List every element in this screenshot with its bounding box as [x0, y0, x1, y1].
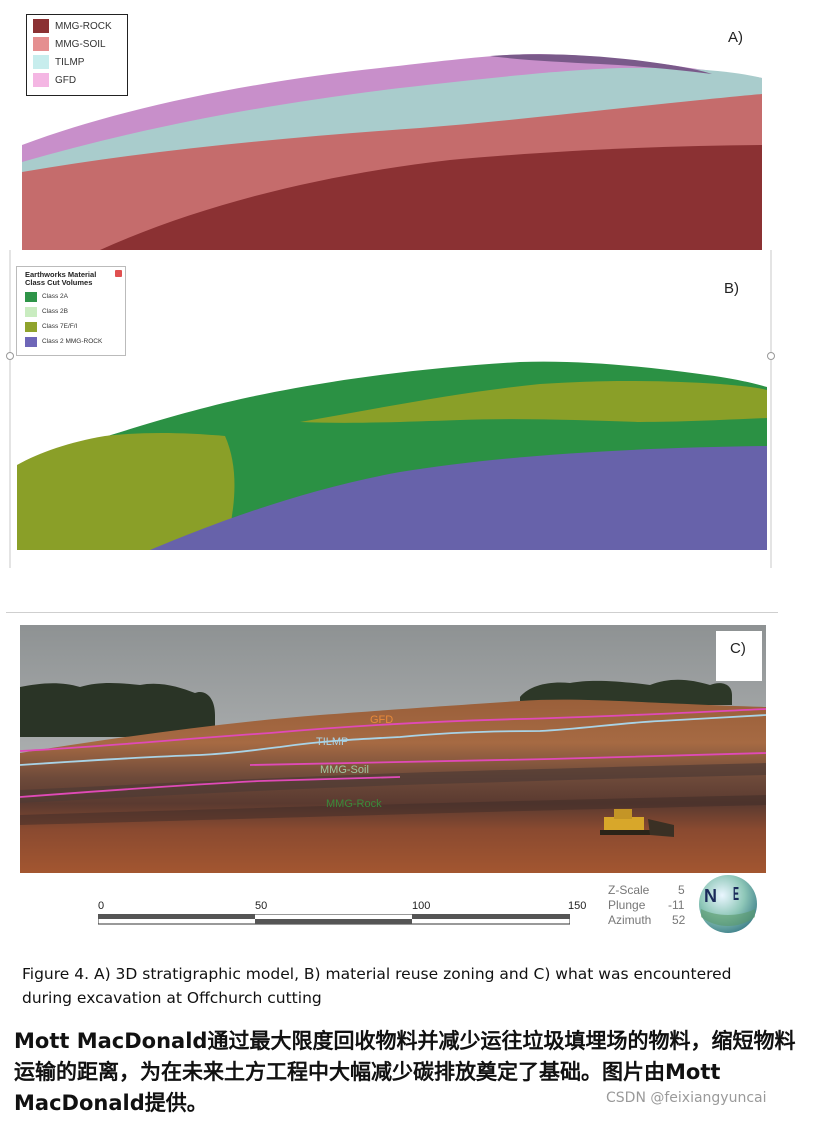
legend-item: GFD: [27, 71, 127, 89]
legend-item: Class 2 MMG-ROCK: [17, 334, 125, 349]
legend-label: Class 2B: [42, 308, 69, 315]
z-scale-label: Z-Scale: [608, 883, 650, 897]
legend-swatch: [33, 37, 49, 51]
chinese-caption: Mott MacDonald通过最大限度回收物料并减少运往垃圾填埋场的物料，缩短…: [14, 1029, 796, 1115]
compass-globe-icon: [699, 875, 757, 933]
legend-swatch: [25, 291, 37, 302]
legend-label: GFD: [55, 74, 77, 86]
plunge-label: Plunge: [608, 898, 646, 912]
panel-a-legend: MMG-ROCK MMG-SOIL TILMP GFD: [26, 14, 128, 96]
compass-letter-e: E: [733, 884, 740, 904]
stratigraphic-model-panel: [22, 54, 762, 250]
legend-item: MMG-ROCK: [27, 17, 127, 35]
panel-c-label: C): [730, 640, 746, 657]
legend-label: Class 2 MMG-ROCK: [42, 338, 103, 345]
zone-class-2-mmg-rock: [150, 446, 767, 550]
excavation-photo: [20, 625, 766, 873]
azimuth-label: Azimuth: [608, 913, 652, 927]
panel-b-legend: Earthworks Material Class Cut Volumes Cl…: [16, 266, 126, 356]
boundary-line-tilmp: [20, 714, 766, 766]
legend-item: MMG-SOIL: [27, 35, 127, 53]
panel-c-label-box: [716, 631, 762, 681]
tree-line-left: [20, 683, 215, 737]
photo-label-mmg-soil: MMG-Soil: [320, 764, 369, 776]
legend-swatch: [33, 55, 49, 69]
layer-mmg-rock: [100, 145, 762, 250]
scale-tick-100: 100: [412, 900, 431, 912]
legend-swatch: [25, 306, 37, 317]
scale-tick-0: 0: [98, 900, 105, 912]
zone-class-7efi-left: [17, 433, 235, 550]
zone-class-7efi-upper: [300, 381, 767, 423]
photo-label-tilmp: TILMP: [316, 736, 349, 748]
legend-close-icon[interactable]: [115, 270, 122, 277]
legend-label: Class 7E/F/I: [42, 323, 78, 330]
boundary-line-mmg-soil: [249, 752, 766, 766]
plunge-value: -11: [668, 898, 685, 912]
scale-tick-50: 50: [255, 900, 268, 912]
legend-label: Class 2A: [42, 293, 69, 300]
tree-line-right: [520, 679, 732, 705]
figure-caption: Figure 4. A) 3D stratigraphic model, B) …: [22, 965, 732, 1007]
legend-swatch: [33, 19, 49, 33]
bulldozer: [600, 809, 674, 837]
legend-swatch: [33, 73, 49, 87]
legend-swatch: [25, 336, 37, 347]
boundary-line-mmg-rock: [20, 776, 401, 798]
azimuth-value: 52: [672, 913, 686, 927]
excavated-slope: [20, 699, 766, 873]
panel-separator: [6, 612, 778, 613]
legend-label: MMG-ROCK: [55, 20, 112, 32]
legend-item: Class 2B: [17, 304, 125, 319]
material-zoning-panel: [6, 250, 775, 568]
boundary-line-gfd: [20, 708, 766, 752]
legend-swatch: [25, 321, 37, 332]
photo-label-mmg-rock: MMG-Rock: [326, 798, 382, 810]
compass-letter-n: N: [704, 886, 717, 906]
legend-item: Class 7E/F/I: [17, 319, 125, 334]
legend-title: Earthworks Material Class Cut Volumes: [25, 270, 97, 287]
panel-b-label: B): [724, 280, 739, 297]
z-scale-value: 5: [678, 883, 685, 897]
legend-label: TILMP: [55, 56, 85, 68]
watermark: CSDN @feixiangyuncai: [606, 1090, 767, 1106]
legend-item: TILMP: [27, 53, 127, 71]
photo-label-gfd: GFD: [370, 714, 394, 726]
scale-bar: [98, 914, 570, 925]
panel-a-label: A): [728, 29, 743, 46]
legend-item: Class 2A: [17, 289, 125, 304]
layer-gfd-dark-edge: [490, 54, 712, 74]
legend-label: MMG-SOIL: [55, 38, 106, 50]
scale-tick-150: 150: [568, 900, 587, 912]
